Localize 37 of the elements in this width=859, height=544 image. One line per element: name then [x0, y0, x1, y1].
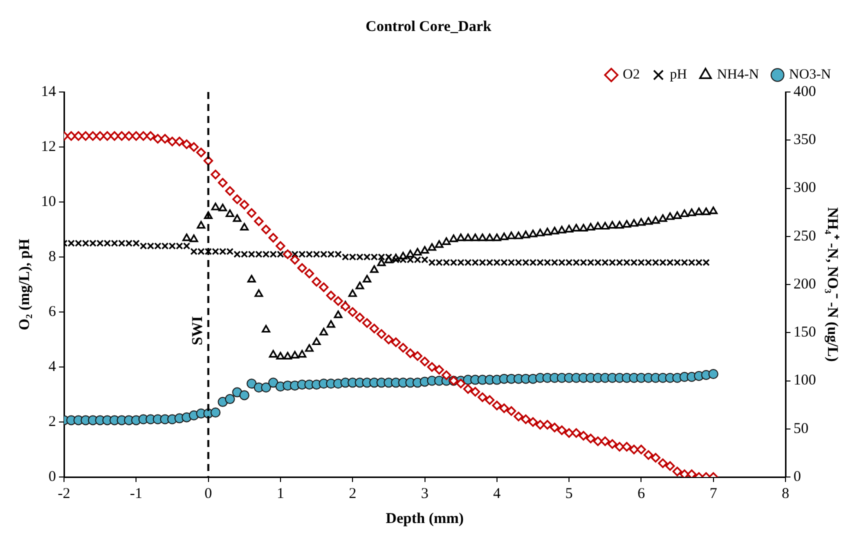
x-tick-label: 7 — [710, 486, 718, 502]
y-tick-label: 8 — [48, 248, 56, 265]
y-tick-label: 14 — [41, 84, 56, 100]
y2-tick-label: 0 — [794, 468, 801, 485]
legend-label: pH — [670, 68, 688, 83]
x-tick-label: -2 — [58, 486, 70, 502]
y2-tick-label: 400 — [794, 84, 816, 100]
y-tick-label: 0 — [48, 468, 56, 485]
y2-axis-title: NH₄⁺ -N, NO₃⁻ -N (ug/L) — [824, 207, 840, 362]
x-tick-label: 2 — [348, 486, 356, 502]
y-tick-label: 6 — [48, 304, 56, 320]
y-tick-label: 4 — [48, 358, 56, 375]
x-tick-label: 4 — [493, 486, 502, 502]
x-tick-label: 0 — [204, 486, 212, 502]
x-tick-label: 5 — [565, 486, 573, 502]
y-tick-label: 2 — [48, 414, 56, 430]
y2-tick-label: 150 — [794, 324, 816, 341]
y2-tick-label: 50 — [794, 420, 808, 437]
y2-tick-label: 100 — [794, 372, 816, 389]
y-tick-label: 12 — [41, 138, 56, 155]
y2-tick-label: 350 — [794, 132, 816, 148]
legend-label: NH4-N — [717, 68, 760, 83]
x-tick-label: 1 — [276, 486, 284, 502]
legend-label: NO3-N — [789, 68, 832, 83]
x-tick-label: -1 — [130, 486, 142, 502]
x-tick-label: 8 — [782, 486, 790, 502]
y-axis-title: O₂ (mg/L), pH — [16, 238, 33, 330]
x-tick-label: 6 — [637, 486, 646, 502]
y2-tick-label: 250 — [794, 228, 816, 244]
x-tick-label: 3 — [421, 486, 428, 502]
x-axis-title: Depth (mm) — [386, 510, 464, 527]
legend-label: O2 — [622, 68, 640, 83]
y-tick-label: 10 — [41, 194, 56, 210]
chart-title: Control Core_Dark — [366, 18, 492, 35]
ref-line-label: SWI — [190, 316, 206, 346]
y2-tick-label: 200 — [794, 276, 816, 292]
y2-tick-label: 300 — [794, 180, 816, 196]
